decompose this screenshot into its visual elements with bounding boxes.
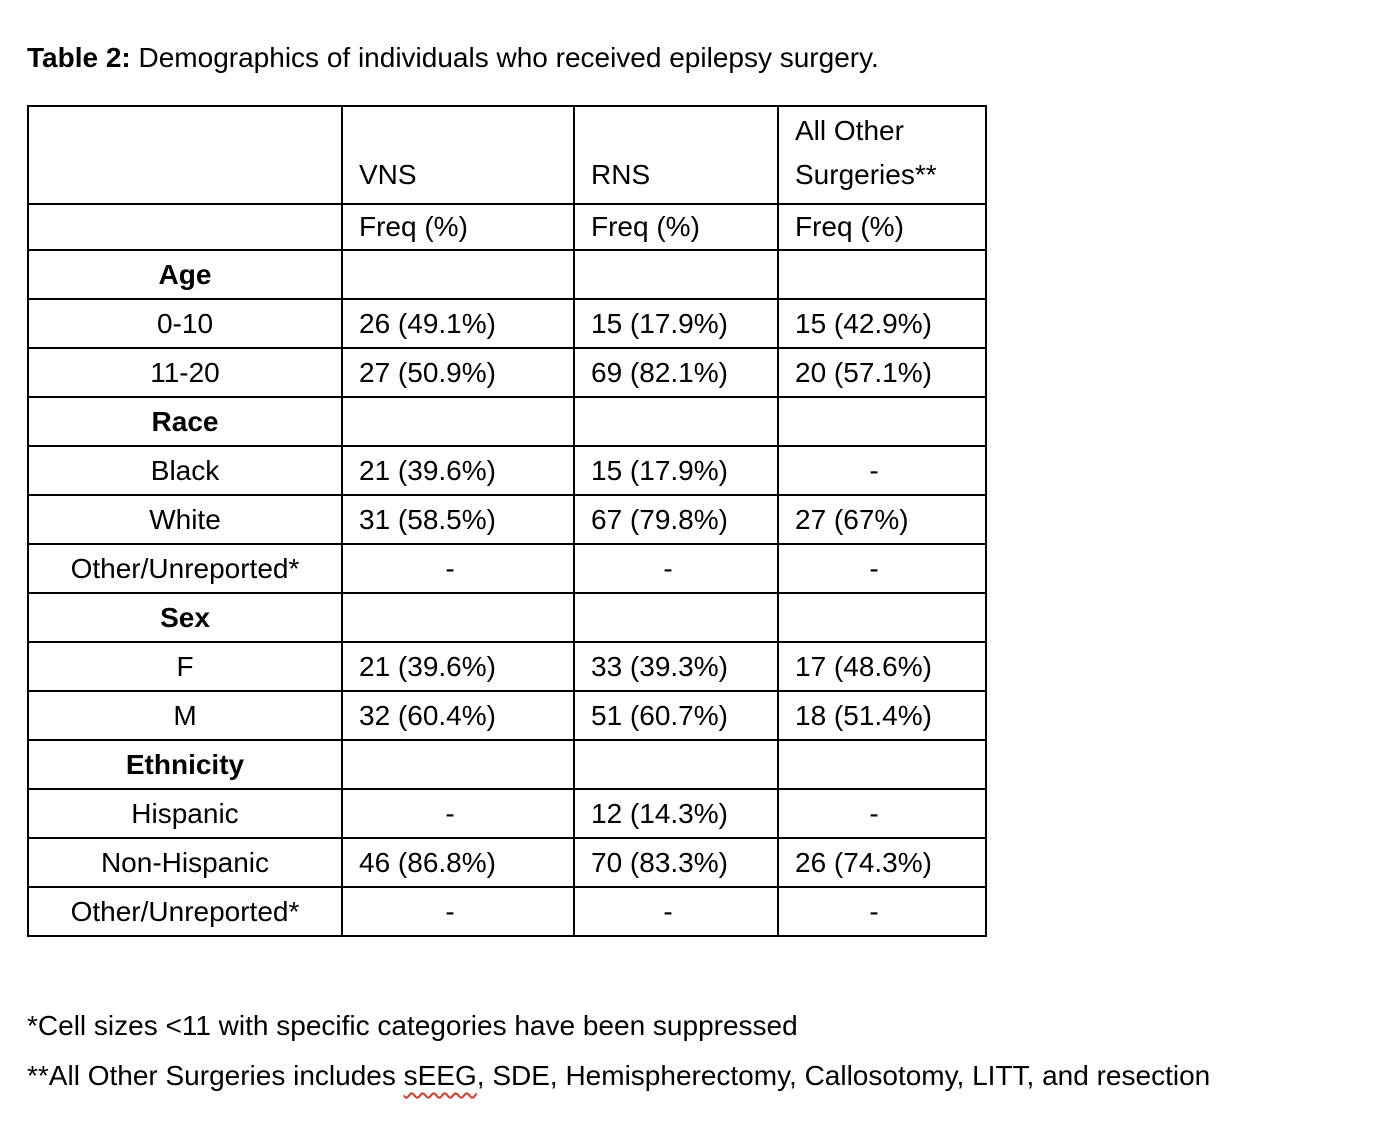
cell-value: - [341,543,575,594]
row-age-section: Age [27,249,987,300]
row-label: White [27,494,343,545]
cell-value: 27 (50.9%) [341,347,575,398]
cell-value: 20 (57.1%) [777,347,987,398]
cell-value: 15 (42.9%) [777,298,987,349]
table-caption-label: Table 2: [27,42,131,73]
cell-value: - [777,886,987,937]
section-label: Age [27,249,343,300]
cell-value: - [341,788,575,839]
row-ethnicity-other-unreported: Other/Unreported* - - - [27,886,987,937]
cell-value: 27 (67%) [777,494,987,545]
cell-value: 69 (82.1%) [573,347,779,398]
cell-value: 51 (60.7%) [573,690,779,741]
row-ethnicity-non-hispanic: Non-Hispanic 46 (86.8%) 70 (83.3%) 26 (7… [27,837,987,888]
cell-value: 18 (51.4%) [777,690,987,741]
cell-value: 26 (74.3%) [777,837,987,888]
table-caption-text: Demographics of individuals who received… [130,42,879,73]
demographics-table: VNS RNS All Other Surgeries** Freq (%) F… [27,105,987,937]
cell-value: - [777,788,987,839]
subheader-cell-rns-freq: Freq (%) [573,203,779,251]
header-cell-all-other-surgeries: All Other Surgeries** [777,105,987,205]
cell-value [777,592,987,643]
misspelled-word-seeg: sEEG [403,1060,477,1091]
cell-value [341,592,575,643]
cell-value: 32 (60.4%) [341,690,575,741]
cell-value [777,249,987,300]
cell-value: 26 (49.1%) [341,298,575,349]
row-race-white: White 31 (58.5%) 67 (79.8%) 27 (67%) [27,494,987,545]
row-ethnicity-hispanic: Hispanic - 12 (14.3%) - [27,788,987,839]
section-label: Ethnicity [27,739,343,790]
subheader-cell-other-freq: Freq (%) [777,203,987,251]
cell-value: 21 (39.6%) [341,641,575,692]
cell-value: 33 (39.3%) [573,641,779,692]
row-race-black: Black 21 (39.6%) 15 (17.9%) - [27,445,987,496]
footnote-suppressed-cells: *Cell sizes <11 with specific categories… [27,1010,798,1041]
footnote-2-suffix: , SDE, Hemispherectomy, Callosotomy, LIT… [476,1060,1211,1091]
table-subheader-row: Freq (%) Freq (%) Freq (%) [27,203,987,251]
row-race-other-unreported: Other/Unreported* - - - [27,543,987,594]
row-label: Non-Hispanic [27,837,343,888]
cell-value [777,396,987,447]
row-ethnicity-section: Ethnicity [27,739,987,790]
row-label: M [27,690,343,741]
header-cell-empty [27,105,343,205]
cell-value [573,592,779,643]
subheader-cell-empty [27,203,343,251]
row-label: Other/Unreported* [27,543,343,594]
cell-value [341,396,575,447]
cell-value [573,739,779,790]
cell-value: - [341,886,575,937]
row-age-11-20: 11-20 27 (50.9%) 69 (82.1%) 20 (57.1%) [27,347,987,398]
cell-value: - [777,445,987,496]
row-age-0-10: 0-10 26 (49.1%) 15 (17.9%) 15 (42.9%) [27,298,987,349]
header-cell-rns: RNS [573,105,779,205]
cell-value: 70 (83.3%) [573,837,779,888]
row-label: Other/Unreported* [27,886,343,937]
cell-value: 46 (86.8%) [341,837,575,888]
table-header-row: VNS RNS All Other Surgeries** [27,105,987,205]
section-label: Sex [27,592,343,643]
row-label: F [27,641,343,692]
cell-value [777,739,987,790]
table-caption: Table 2: Demographics of individuals who… [27,40,879,76]
cell-value: 21 (39.6%) [341,445,575,496]
header-cell-vns: VNS [341,105,575,205]
section-label: Race [27,396,343,447]
cell-value: 12 (14.3%) [573,788,779,839]
footnote-all-other-surgeries: **All Other Surgeries includes sEEG, SDE… [27,1058,1210,1094]
footnote-2-prefix: **All Other Surgeries includes [27,1060,404,1091]
cell-value: 31 (58.5%) [341,494,575,545]
cell-value: - [777,543,987,594]
cell-value [573,249,779,300]
row-race-section: Race [27,396,987,447]
cell-value: 15 (17.9%) [573,298,779,349]
subheader-cell-vns-freq: Freq (%) [341,203,575,251]
row-label: Hispanic [27,788,343,839]
row-sex-m: M 32 (60.4%) 51 (60.7%) 18 (51.4%) [27,690,987,741]
cell-value [341,249,575,300]
cell-value [573,396,779,447]
row-label: 11-20 [27,347,343,398]
cell-value: 67 (79.8%) [573,494,779,545]
cell-value: - [573,543,779,594]
row-label: Black [27,445,343,496]
cell-value: 15 (17.9%) [573,445,779,496]
row-sex-section: Sex [27,592,987,643]
row-sex-f: F 21 (39.6%) 33 (39.3%) 17 (48.6%) [27,641,987,692]
cell-value [341,739,575,790]
row-label: 0-10 [27,298,343,349]
cell-value: 17 (48.6%) [777,641,987,692]
cell-value: - [573,886,779,937]
